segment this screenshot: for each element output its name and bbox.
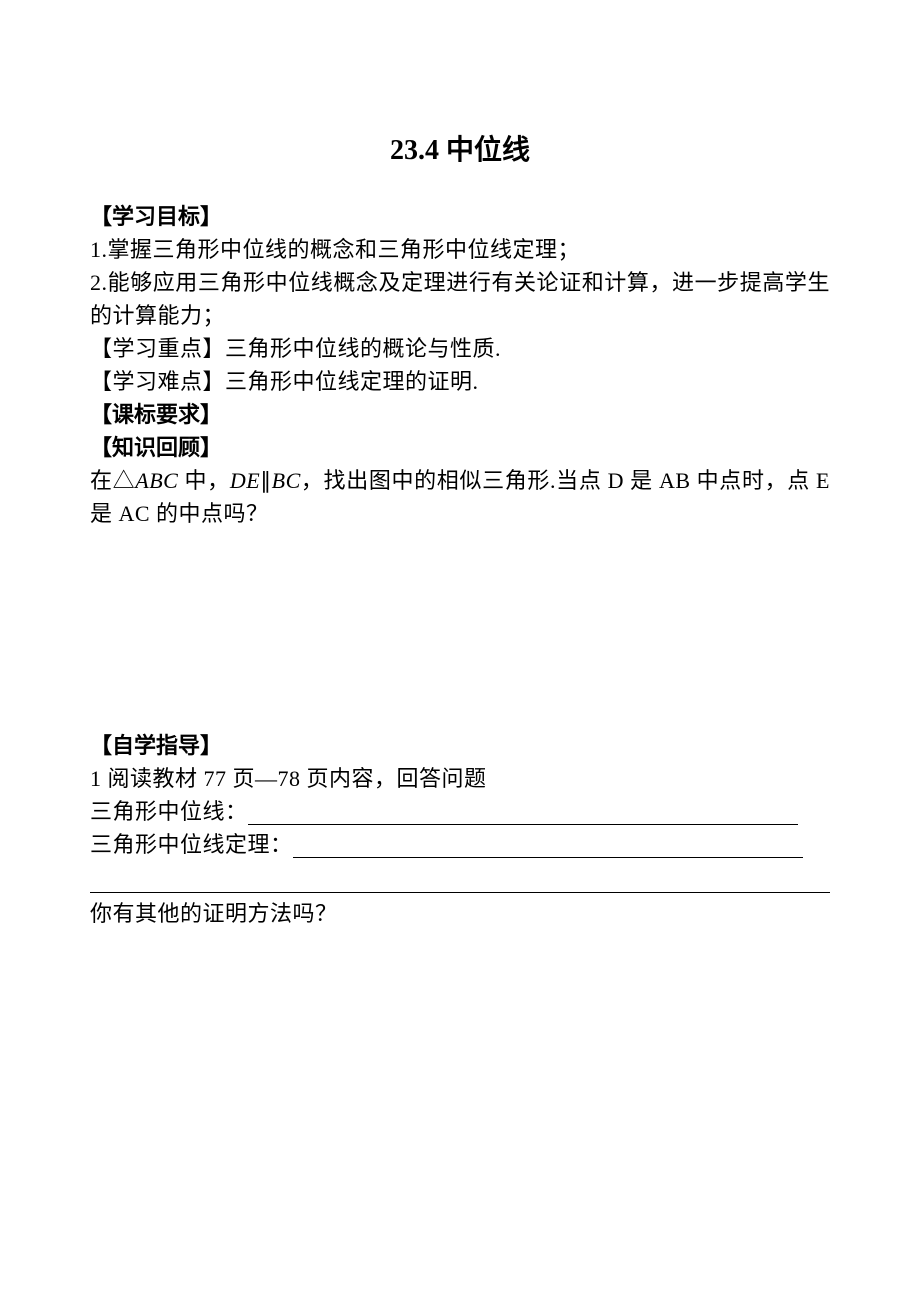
objective-item-2: 2.能够应用三角形中位线概念及定理进行有关论证和计算，进一步提高学生的计算能力； xyxy=(90,266,830,332)
review-prefix: 在△ xyxy=(90,468,135,493)
definition-blank xyxy=(248,824,798,825)
definition-row: 三角形中位线： xyxy=(90,795,830,828)
keypoint-row: 【学习重点】三角形中位线的概论与性质. xyxy=(90,332,830,365)
triangle-svg xyxy=(90,560,300,700)
review-mid1: 中， xyxy=(178,468,229,493)
review-parallel: ∥ xyxy=(260,468,272,493)
review-text: 在△ABC 中，DE∥BC，找出图中的相似三角形.当点 D 是 AB 中点时，点… xyxy=(90,464,830,530)
difficulty-row: 【学习难点】三角形中位线定理的证明. xyxy=(90,365,830,398)
review-bc: BC xyxy=(272,468,301,493)
theorem-blank xyxy=(293,857,803,858)
keypoint-text: 三角形中位线的概论与性质. xyxy=(225,336,501,361)
continuation-blank xyxy=(90,863,830,893)
selfstudy-line1: 1 阅读教材 77 页—78 页内容，回答问题 xyxy=(90,762,830,795)
selfstudy-question: 你有其他的证明方法吗？ xyxy=(90,897,830,930)
triangle-diagram xyxy=(90,560,830,709)
difficulty-text: 三角形中位线定理的证明. xyxy=(225,369,479,394)
objective-item-1: 1.掌握三角形中位线的概念和三角形中位线定理； xyxy=(90,233,830,266)
theorem-label: 三角形中位线定理： xyxy=(90,832,293,857)
review-heading: 【知识回顾】 xyxy=(90,431,830,464)
page-title: 23.4 中位线 xyxy=(90,130,830,172)
review-abc: ABC xyxy=(135,468,178,493)
selfstudy-heading: 【自学指导】 xyxy=(90,729,830,762)
theorem-row: 三角形中位线定理： xyxy=(90,828,830,861)
objectives-heading: 【学习目标】 xyxy=(90,200,830,233)
objectives-section: 【学习目标】 1.掌握三角形中位线的概念和三角形中位线定理； 2.能够应用三角形… xyxy=(90,200,830,332)
difficulty-label: 【学习难点】 xyxy=(90,369,225,394)
keypoint-label: 【学习重点】 xyxy=(90,336,225,361)
standard-heading: 【课标要求】 xyxy=(90,398,830,431)
definition-label: 三角形中位线： xyxy=(90,799,248,824)
review-de: DE xyxy=(230,468,260,493)
